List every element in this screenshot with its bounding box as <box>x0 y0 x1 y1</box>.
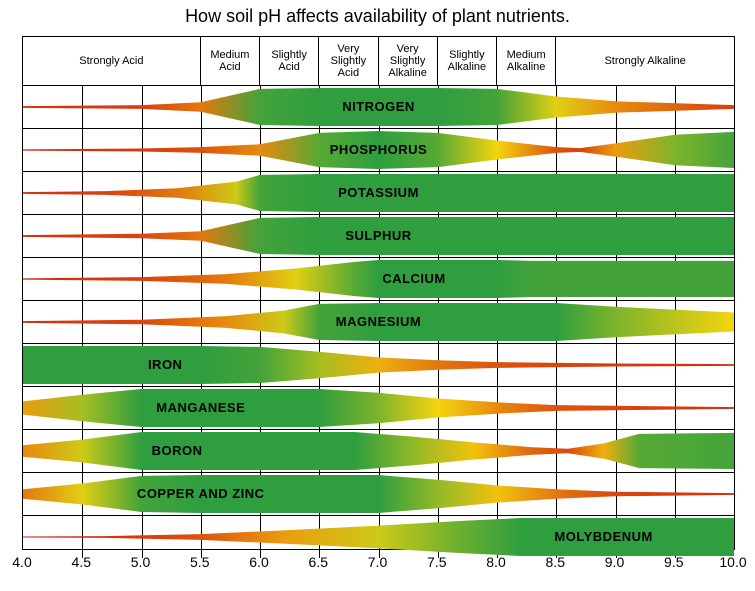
nutrient-label: MOLYBDENUM <box>554 529 652 544</box>
ph-header-cell: MediumAlkaline <box>497 37 556 85</box>
nutrient-band <box>23 387 734 429</box>
nutrient-row: NITROGEN <box>23 86 734 129</box>
nutrient-band <box>23 258 734 300</box>
nutrient-label: MAGNESIUM <box>336 314 421 329</box>
nutrient-label: CALCIUM <box>382 271 445 286</box>
ph-header-cell: VerySlightlyAcid <box>319 37 378 85</box>
nutrient-row: IRON <box>23 344 734 387</box>
nutrient-band <box>23 473 734 515</box>
ph-header-cell: VerySlightlyAlkaline <box>379 37 438 85</box>
nutrient-row: BORON <box>23 430 734 473</box>
ph-header-cell: SlightlyAcid <box>260 37 319 85</box>
nutrient-band <box>23 344 734 386</box>
ph-header-cell: SlightlyAlkaline <box>438 37 497 85</box>
nutrient-label: PHOSPHORUS <box>330 142 427 157</box>
nutrient-label: POTASSIUM <box>338 185 419 200</box>
ph-header-cell: MediumAcid <box>201 37 260 85</box>
nutrient-row: MOLYBDENUM <box>23 516 734 558</box>
ph-header-cell: Strongly Alkaline <box>556 37 734 85</box>
nutrient-row: CALCIUM <box>23 258 734 301</box>
nutrient-row: PHOSPHORUS <box>23 129 734 172</box>
nutrient-row: MANGANESE <box>23 387 734 430</box>
chart-body: Strongly AcidMediumAcidSlightlyAcidVeryS… <box>22 36 735 550</box>
nutrient-row: MAGNESIUM <box>23 301 734 344</box>
nutrient-band <box>23 430 734 472</box>
nutrient-label: IRON <box>148 357 183 372</box>
nutrient-row: COPPER AND ZINC <box>23 473 734 516</box>
ph-header-cell: Strongly Acid <box>23 37 201 85</box>
ph-header-row: Strongly AcidMediumAcidSlightlyAcidVeryS… <box>23 37 734 86</box>
nutrient-label: BORON <box>152 443 203 458</box>
nutrient-label: NITROGEN <box>342 99 415 114</box>
chart-title: How soil pH affects availability of plan… <box>0 6 755 27</box>
nutrient-row: POTASSIUM <box>23 172 734 215</box>
chart-container: How soil pH affects availability of plan… <box>0 0 755 591</box>
nutrient-label: MANGANESE <box>156 400 245 415</box>
nutrient-label: SULPHUR <box>345 228 411 243</box>
nutrient-label: COPPER AND ZINC <box>137 486 265 501</box>
nutrient-row: SULPHUR <box>23 215 734 258</box>
nutrient-rows: NITROGEN PHOSPHORUS POTASSIUM SULPHUR CALCIU… <box>23 86 734 558</box>
